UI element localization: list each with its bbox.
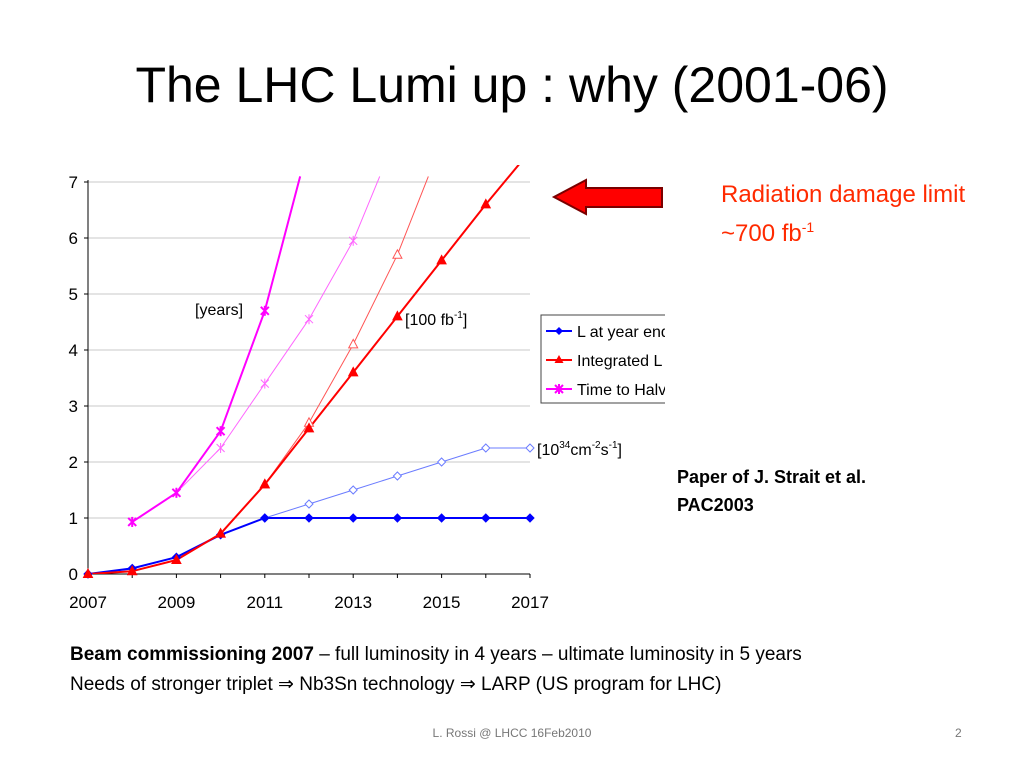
data-point-star xyxy=(348,235,358,246)
y-tick-label: 5 xyxy=(69,285,78,304)
x-tick-label: 2007 xyxy=(69,593,107,612)
y-tick-label: 1 xyxy=(69,509,78,528)
data-point-diamond xyxy=(392,471,403,481)
y-tick-label: 2 xyxy=(69,453,78,472)
data-point-triangle xyxy=(480,198,492,209)
radiation-limit-arrow xyxy=(551,178,663,216)
series-lines xyxy=(88,165,530,574)
paper-author: Paper of J. Strait et al. xyxy=(677,467,867,487)
y-tick-label: 4 xyxy=(69,341,78,360)
paper-conference: PAC2003 xyxy=(677,495,754,515)
x-tick-label: 2017 xyxy=(511,593,549,612)
data-point-triangle xyxy=(82,567,94,578)
data-point-triangle xyxy=(347,338,359,349)
series-line xyxy=(88,165,520,574)
data-point-star xyxy=(127,516,137,527)
luminosity-chart: 2007 2009 2011 2013 2015 2017 0 1 2 3 4 5 6 7 [years… xyxy=(69,165,665,612)
data-point-star xyxy=(215,426,226,437)
legend-marker-star xyxy=(554,384,564,394)
legend-marker-triangle xyxy=(554,355,564,363)
data-point-triangle xyxy=(392,248,403,259)
x-tick-label: 2015 xyxy=(423,593,461,612)
slide-title: The LHC Lumi up : why (2001-06) xyxy=(135,57,889,113)
implies-icon: ⇒ xyxy=(459,674,476,695)
data-point-star xyxy=(260,378,270,389)
triplet-technology-line: Needs of stronger triplet ⇒ Nb3Sn techno… xyxy=(70,674,722,695)
data-point-diamond xyxy=(348,485,358,495)
data-point-diamond xyxy=(525,513,535,523)
data-point-triangle xyxy=(259,478,271,489)
data-point-diamond xyxy=(525,443,535,453)
annotation-years: [years] xyxy=(195,302,243,319)
annotation-lumi-units: [1034cm-2s-1] xyxy=(537,440,622,459)
y-tick-label: 3 xyxy=(69,397,78,416)
radiation-damage-limit-label: Radiation damage limit xyxy=(721,181,966,208)
axes xyxy=(84,180,531,578)
data-point-diamond xyxy=(436,457,447,467)
page-number: 2 xyxy=(955,726,962,740)
data-point-diamond xyxy=(481,443,491,453)
paper-reference: Paper of J. Strait et al. PAC2003 xyxy=(677,463,866,519)
x-tick-labels: 2007 2009 2011 2013 2015 2017 xyxy=(69,593,549,612)
beam-commissioning-line: Beam commissioning 2007 – full luminosit… xyxy=(70,644,802,665)
data-point-star xyxy=(260,305,270,316)
legend-marker-diamond xyxy=(555,327,563,335)
annotation-100fb: [100 fb-1] xyxy=(405,310,467,329)
data-point-triangle xyxy=(126,565,138,576)
data-point-diamond xyxy=(481,513,491,523)
data-point-triangle xyxy=(171,553,182,564)
data-point-triangle xyxy=(215,527,226,538)
legend-label-time-to-halve-error: Time to Halve Error xyxy=(577,382,665,399)
data-point-triangle xyxy=(436,254,447,265)
data-point-star xyxy=(171,487,182,498)
grid-lines xyxy=(88,181,530,575)
data-point-diamond xyxy=(392,513,403,523)
x-tick-label: 2013 xyxy=(334,593,372,612)
data-point-diamond xyxy=(436,513,447,523)
data-point-diamond xyxy=(348,513,358,523)
series-line xyxy=(264,447,530,519)
y-tick-label: 6 xyxy=(69,229,78,248)
data-point-triangle xyxy=(303,422,315,433)
footer-credit: L. Rossi @ LHCC 16Feb2010 xyxy=(432,726,592,740)
data-point-star xyxy=(304,314,314,325)
data-point-diamond xyxy=(260,513,270,523)
chart-legend: L at year end Integrated L Time to Halve… xyxy=(540,314,665,404)
x-tick-label: 2009 xyxy=(157,593,195,612)
y-tick-label: 0 xyxy=(69,565,78,584)
radiation-damage-value: ~700 fb-1 xyxy=(721,219,815,247)
series-line xyxy=(131,176,381,523)
radiation-damage-note: Radiation damage limit ~700 fb-1 xyxy=(721,179,965,250)
data-point-triangle xyxy=(347,366,359,377)
series-markers xyxy=(82,198,535,579)
data-point-diamond xyxy=(304,513,314,523)
implies-icon: ⇒ xyxy=(278,674,294,695)
data-point-diamond xyxy=(304,499,314,509)
y-tick-labels: 0 1 2 3 4 5 6 7 xyxy=(69,173,78,584)
bottom-notes: Beam commissioning 2007 – full luminosit… xyxy=(70,640,802,700)
data-point-star xyxy=(216,443,225,453)
data-point-triangle xyxy=(392,310,403,321)
y-tick-label: 7 xyxy=(69,173,78,192)
legend-label-integrated-l: Integrated L xyxy=(577,353,663,370)
x-tick-label: 2011 xyxy=(247,593,284,612)
legend-label-l-at-year-end: L at year end xyxy=(577,324,665,341)
